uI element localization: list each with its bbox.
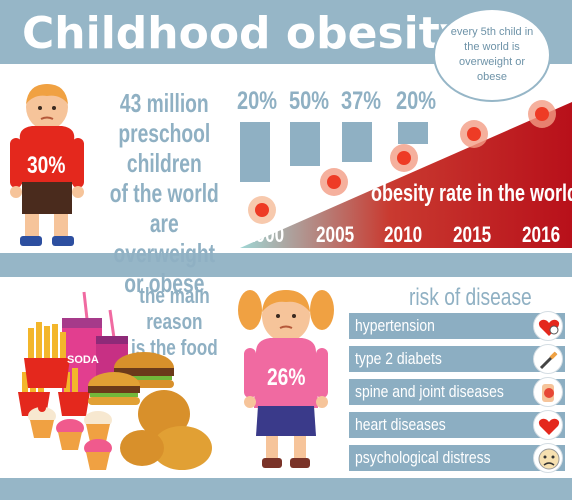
risk-item: psychological distress [349, 443, 565, 473]
page-title: Childhood obesity [22, 8, 469, 59]
risk-item-label: psychological distress [355, 448, 491, 467]
preschool-line: overweight [113, 238, 216, 268]
risk-item-label: heart diseases [355, 415, 446, 434]
rate-percent: 37% [341, 87, 382, 115]
rate-bar [342, 122, 372, 162]
note-text: every 5th child in the world is overweig… [450, 26, 534, 83]
preschool-line: of the world are [109, 178, 219, 238]
rate-dot [248, 196, 276, 224]
rate-chart [240, 100, 572, 248]
middle-band [0, 253, 572, 277]
rate-year: 2015 [453, 222, 492, 247]
food-illustration [18, 291, 212, 470]
boy-illustration [10, 84, 84, 246]
rate-dot [390, 144, 418, 172]
rate-year: 2016 [522, 222, 561, 247]
risk-item-label: spine and joint diseases [355, 382, 504, 401]
risk-title: risk of disease [409, 284, 532, 311]
rate-label: obesity rate in the world [371, 180, 572, 207]
heart-pressure-icon [533, 311, 563, 341]
rate-bar [398, 122, 428, 144]
risk-item: type 2 diabets [349, 344, 565, 374]
rate-year: 2000 [246, 222, 285, 247]
food-line: the main reason [139, 283, 210, 334]
preschool-line: preschool children [118, 118, 211, 178]
rate-dot [320, 168, 348, 196]
boy-percent: 30% [27, 152, 66, 179]
rate-dot [528, 100, 556, 128]
girl-illustration [238, 290, 334, 468]
risk-item-label: type 2 diabets [355, 349, 442, 368]
note-circle: every 5th child in the world is overweig… [433, 8, 551, 102]
syringe-icon [533, 344, 563, 374]
risk-item: spine and joint diseases [349, 377, 565, 407]
rate-percent: 50% [289, 87, 330, 115]
rate-percent: 20% [396, 87, 437, 115]
rate-bar [240, 122, 270, 182]
heart-icon [533, 410, 563, 440]
rate-ramp [240, 102, 572, 248]
risk-item-label: hypertension [355, 316, 435, 335]
preschool-line: 43 million [119, 88, 209, 118]
risk-item: hypertension [349, 311, 565, 341]
girl-percent: 26% [267, 364, 306, 391]
soda-label: SODA [67, 354, 99, 366]
preschool-text: 43 million preschool children of the wor… [94, 88, 235, 298]
rate-year: 2010 [384, 222, 423, 247]
rate-dot [460, 120, 488, 148]
rate-bar [290, 122, 320, 166]
sad-face-icon [533, 443, 563, 473]
food-text: the main reason is the food [112, 283, 237, 361]
rate-percent: 20% [237, 87, 278, 115]
bottom-band [0, 478, 572, 500]
joint-icon [533, 377, 563, 407]
preschool-line: or obese [124, 268, 205, 298]
rate-year: 2005 [316, 222, 355, 247]
risk-item: heart diseases [349, 410, 565, 440]
